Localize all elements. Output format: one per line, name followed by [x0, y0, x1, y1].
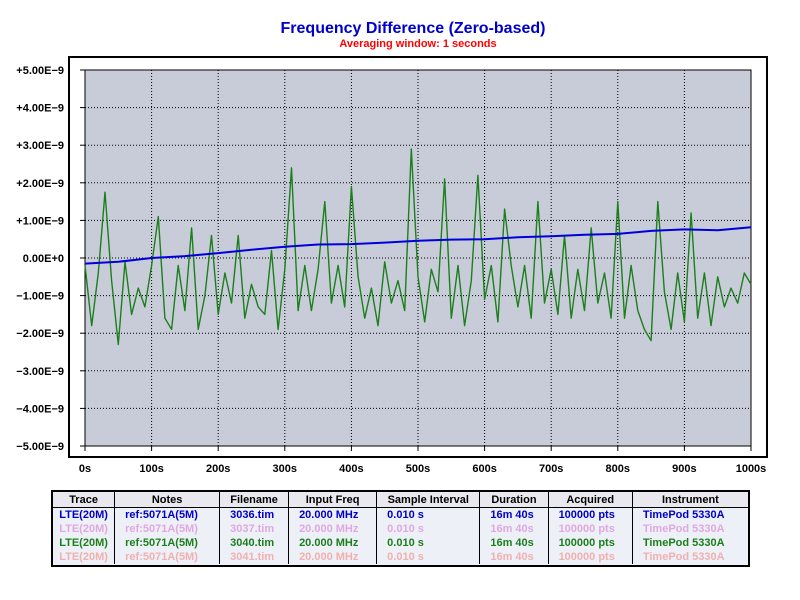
y-tick-label: −2.00E−9 — [16, 328, 64, 340]
legend-cell: 16m 40s — [479, 550, 549, 564]
y-tick-label: +3.00E−9 — [16, 140, 64, 152]
y-tick-label: +1.00E−9 — [16, 215, 64, 227]
y-tick-label: +4.00E−9 — [16, 103, 64, 115]
legend-cell: 100000 pts — [548, 536, 633, 550]
chart-title: Frequency Difference (Zero-based) — [281, 20, 546, 37]
x-tick-label: 800s — [606, 463, 630, 475]
legend-header-acquired: Acquired — [548, 492, 633, 508]
legend-row: LTE(20M) ref:5071A(5M) 3041.tim 20.000 MHz 0… — [53, 550, 748, 564]
x-tick-label: 600s — [472, 463, 496, 475]
series-line-3036 — [84, 226, 752, 265]
legend-header-trace: Trace — [53, 492, 116, 508]
y-tick-label: −1.00E−9 — [16, 291, 64, 303]
y-tick-label: 0.00E+0 — [23, 253, 64, 265]
legend-header-instrument: Instrument — [632, 492, 748, 508]
legend-cell: 16m 40s — [479, 522, 549, 536]
chart-subtitle: Averaging window: 1 seconds — [339, 38, 496, 50]
legend-cell: 0.010 s — [376, 536, 481, 550]
legend-cell: 20.000 MHz — [288, 550, 378, 564]
legend-cell: TimePod 5330A — [642, 537, 725, 549]
legend-row: LTE(20M) ref:5071A(5M) 3037.tim 20.000 MHz 0… — [53, 522, 748, 536]
legend-cell: 20.000 MHz — [288, 522, 378, 536]
series-line-3040 — [84, 148, 752, 346]
legend-cell: TimePod 5330A — [642, 523, 725, 535]
legend-cell: 0.010 s — [376, 522, 481, 536]
x-tick-label: 200s — [206, 463, 230, 475]
y-tick-label: +5.00E−9 — [16, 65, 64, 77]
y-tick-label: −4.00E−9 — [16, 403, 64, 415]
x-tick-label: 300s — [273, 463, 297, 475]
legend-cell: ref:5071A(5M) — [114, 536, 221, 550]
legend-cell: 16m 40s — [479, 507, 549, 522]
legend-cell: 3037.tim — [219, 522, 290, 536]
legend-row: LTE(20M) ref:5071A(5M) 3036.tim 20.000 MHz 0… — [53, 507, 748, 522]
x-tick-label: 100s — [139, 463, 163, 475]
legend-cell: LTE(20M) — [53, 522, 116, 536]
x-tick-label: 0s — [79, 463, 91, 475]
legend-cell: 100000 pts — [548, 550, 633, 564]
x-tick-label: 500s — [406, 463, 430, 475]
legend-header-filename: Filename — [219, 492, 290, 508]
legend-header-input-freq: Input Freq — [288, 492, 378, 508]
trace-legend-table: Trace Notes Filename Input Freq Sample Inter… — [51, 490, 750, 567]
legend-cell: LTE(20M) — [53, 507, 116, 522]
y-tick-label: +2.00E−9 — [16, 178, 64, 190]
legend-cell: TimePod 5330A — [642, 509, 725, 521]
legend-cell: TimePod 5330A — [642, 551, 725, 563]
legend-header-row: Trace Notes Filename Input Freq Sample Inter… — [53, 492, 748, 508]
legend-header-sample-interval: Sample Interval — [376, 492, 481, 508]
legend-cell: 3041.tim — [219, 550, 290, 564]
x-tick-label: 700s — [539, 463, 563, 475]
legend-cell: 20.000 MHz — [288, 536, 378, 550]
legend-row: LTE(20M) ref:5071A(5M) 3040.tim 20.000 MHz 0… — [53, 536, 748, 550]
legend-cell: 20.000 MHz — [288, 507, 378, 522]
legend-cell: 0.010 s — [376, 550, 481, 564]
legend-header-notes: Notes — [114, 492, 221, 508]
series — [84, 148, 752, 346]
y-tick-label: −3.00E−9 — [16, 366, 64, 378]
legend-cell: 100000 pts — [548, 522, 633, 536]
legend-cell: ref:5071A(5M) — [114, 522, 221, 536]
legend-cell: ref:5071A(5M) — [114, 550, 221, 564]
legend-cell: 3040.tim — [219, 536, 290, 550]
legend-header-duration: Duration — [479, 492, 549, 508]
chart: Frequency Difference (Zero-based) Averag… — [16, 20, 768, 475]
x-tick-label: 1000s — [736, 463, 767, 475]
y-axis-ticks: +5.00E−9 +4.00E−9 +3.00E−9 +2.00E−9 +1.00E−9… — [16, 65, 85, 453]
y-tick-label: −5.00E−9 — [16, 441, 64, 453]
legend-cell: 0.010 s — [376, 507, 481, 522]
legend-cell: 16m 40s — [479, 536, 549, 550]
x-tick-label: 400s — [339, 463, 363, 475]
legend-cell: LTE(20M) — [53, 550, 116, 564]
x-axis-ticks: 0s 100s 200s 300s 400s 500s 600s 700s 800s 900s 10… — [79, 446, 766, 475]
legend-cell: 100000 pts — [548, 507, 633, 522]
x-tick-label: 900s — [672, 463, 696, 475]
legend-cell: ref:5071A(5M) — [114, 507, 221, 522]
legend-cell: LTE(20M) — [53, 536, 116, 550]
legend-cell: 3036.tim — [219, 507, 290, 522]
